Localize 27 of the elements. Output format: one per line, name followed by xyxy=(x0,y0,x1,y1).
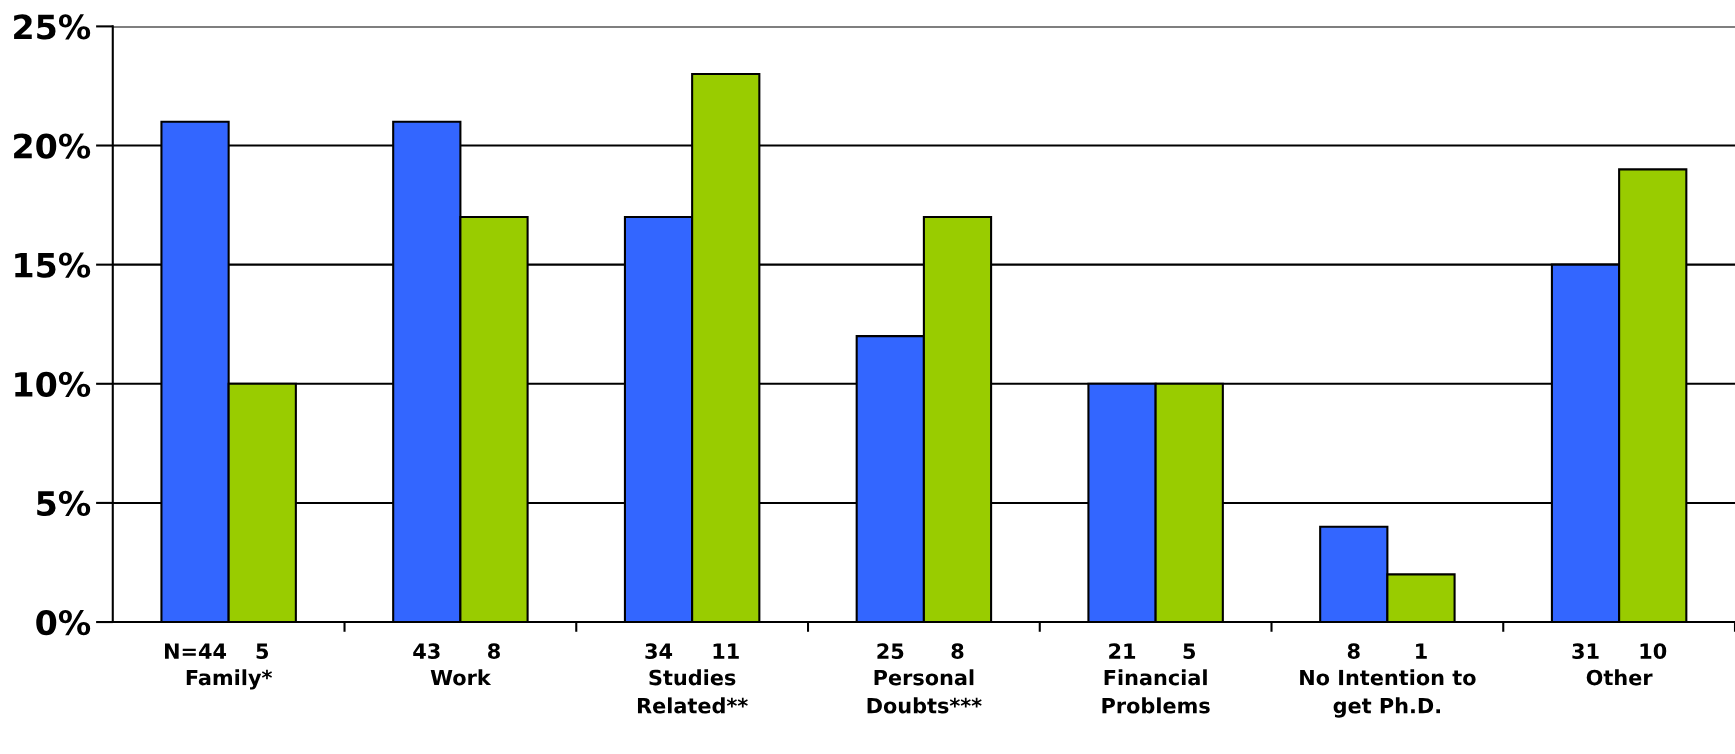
x-tick-label: Family* xyxy=(186,669,272,690)
text: 5 xyxy=(256,643,269,660)
x-tick-label: Other xyxy=(1586,669,1653,686)
text: N=44 xyxy=(165,643,227,659)
x-tick-label: Studies Related** xyxy=(637,669,748,714)
y-tick-label: 15% xyxy=(15,252,91,278)
x-tick-label: Financial Problems xyxy=(1102,669,1210,714)
y-tick-label: 25% xyxy=(14,14,91,40)
y-tick-label: 0% xyxy=(36,609,91,636)
x-tick-label: Personal Doubts*** xyxy=(867,669,982,714)
y-tick-label: 10% xyxy=(15,371,91,397)
text: 25 xyxy=(877,643,904,660)
text: 8 xyxy=(1347,643,1360,660)
text: 34 xyxy=(645,643,673,660)
text: 5 xyxy=(1183,643,1196,660)
text: 21 xyxy=(1109,643,1136,659)
text: 10 xyxy=(1640,643,1667,660)
x-tick-label: No Intention to get Ph.D. xyxy=(1300,669,1476,718)
text: 8 xyxy=(951,643,964,660)
text: 1 xyxy=(1416,643,1427,659)
text: 8 xyxy=(488,643,500,660)
x-tick-label: Work xyxy=(430,669,492,686)
y-tick-label: 5% xyxy=(37,490,91,517)
y-tick-label: 20% xyxy=(14,133,91,159)
text: 31 xyxy=(1572,643,1599,660)
text: 11 xyxy=(713,643,739,659)
text: 43 xyxy=(413,643,440,660)
